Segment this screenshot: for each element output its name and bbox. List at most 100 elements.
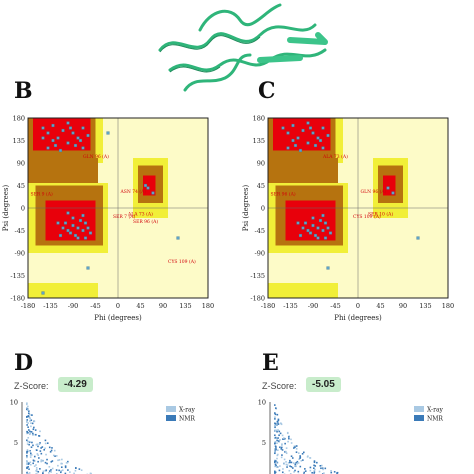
z-point-d-57 — [37, 460, 39, 463]
residue-point-c-33 — [316, 236, 320, 240]
z-point-d-417 — [26, 466, 28, 469]
z-point-e-357 — [283, 458, 286, 461]
residue-point-b-5 — [66, 121, 70, 125]
z-point-e-71 — [277, 449, 279, 452]
z-point-e-65 — [296, 460, 299, 463]
z-point-d-298 — [30, 431, 33, 433]
z-point-d-163 — [28, 462, 30, 465]
z-point-d-9 — [40, 447, 42, 449]
z-point-d-342 — [46, 458, 48, 461]
z-point-d-147 — [27, 466, 29, 468]
z-point-d-160 — [33, 426, 35, 429]
residue-point-c-1 — [286, 131, 290, 135]
z-point-d-366 — [69, 471, 71, 473]
region-generous-bottom-b — [28, 283, 98, 298]
z-point-e-96 — [280, 456, 283, 459]
z-point-e-295 — [323, 472, 325, 474]
z-point-e-202 — [286, 464, 289, 466]
z-point-e-392 — [324, 467, 327, 470]
residue-point-b-27 — [68, 231, 73, 235]
z-point-d-327 — [60, 466, 63, 469]
z-point-e-291 — [291, 467, 294, 469]
z-point-e-333 — [285, 450, 287, 453]
z-point-d-403 — [50, 461, 53, 463]
residue-point-c-28 — [318, 218, 323, 223]
residue-point-b-4 — [61, 128, 65, 133]
plot-frame-b — [27, 117, 209, 299]
x-tick-label-b-4: 0 — [116, 302, 120, 310]
z-point-e-163 — [293, 445, 296, 448]
z-point-e-281 — [282, 468, 284, 470]
residue-point-b-22 — [66, 228, 70, 233]
z-point-d-367 — [35, 444, 38, 446]
z-point-d-360 — [27, 467, 30, 469]
z-point-e-119 — [281, 443, 283, 445]
z-point-d-53 — [26, 408, 28, 411]
residue-point-b-25 — [81, 228, 85, 233]
z-point-e-223 — [284, 437, 286, 440]
residue-point-c-3 — [296, 136, 300, 140]
z-point-d-383 — [45, 453, 47, 456]
region-core-beta-b — [33, 118, 91, 151]
y-tick-label-c-5: -45 — [255, 227, 265, 235]
z-point-d-415 — [27, 412, 30, 415]
z-point-d-344 — [36, 449, 38, 451]
x-tick-label-c-3: -45 — [330, 302, 340, 310]
x-tick-label-b-8: 180 — [202, 302, 214, 310]
z-point-e-276 — [291, 457, 294, 459]
z-point-e-234 — [276, 439, 278, 442]
z-point-e-172 — [278, 430, 281, 433]
z-point-d-390 — [42, 470, 45, 473]
z-point-d-22 — [30, 419, 33, 422]
residue-annotation-b-0: GLN 96 (A) — [83, 153, 109, 160]
x-tick-label-c-0: -180 — [261, 302, 276, 310]
z-point-e-117 — [301, 453, 304, 455]
z-point-e-17 — [287, 462, 290, 464]
z-point-d-149 — [61, 469, 64, 472]
y-tick-label-c-4: 0 — [261, 205, 265, 213]
z-point-d-325 — [28, 413, 31, 416]
z-point-d-300 — [49, 451, 52, 453]
z-point-e-363 — [286, 432, 289, 435]
legend-swatch-d-1 — [166, 415, 176, 421]
residue-point-c-29 — [326, 226, 330, 230]
z-point-e-408 — [278, 434, 280, 437]
z-point-e-232 — [290, 438, 292, 441]
z-point-d-173 — [26, 432, 28, 435]
residue-point-b-10 — [46, 146, 50, 150]
z-point-d-202 — [28, 416, 31, 419]
residue-annotation-c-4: SER 10 (A) — [368, 211, 393, 218]
legend-label-d-1: NMR — [179, 416, 195, 423]
residue-point-c-26 — [308, 231, 313, 235]
z-point-d-101 — [50, 469, 52, 471]
z-point-d-190 — [26, 472, 28, 474]
z-point-e-273 — [274, 434, 276, 437]
z-point-e-240 — [276, 442, 278, 445]
y-tick-label-b-2: 90 — [17, 160, 25, 168]
z-point-e-49 — [285, 452, 288, 455]
z-point-d-333 — [27, 426, 29, 428]
z-point-d-221 — [27, 422, 29, 424]
z-point-d-369 — [26, 443, 29, 445]
z-point-d-334 — [80, 469, 83, 472]
z-point-d-134 — [32, 462, 35, 465]
residue-point-c-24 — [321, 228, 325, 233]
residue-point-b-41 — [143, 183, 148, 188]
z-point-e-131 — [277, 423, 280, 425]
y-tick-label-b-0: 180 — [13, 115, 25, 123]
y-tick-label-b-5: -45 — [15, 227, 25, 235]
z-point-d-72 — [39, 430, 41, 433]
z-point-d-68 — [40, 460, 42, 463]
z-point-e-300 — [313, 469, 316, 472]
residue-point-b-19 — [78, 138, 83, 143]
zscore-value-d: -4.29 — [58, 377, 93, 392]
z-point-e-351 — [276, 420, 279, 423]
residue-point-b-12 — [58, 148, 63, 153]
z-point-d-35 — [32, 434, 34, 436]
z-point-e-54 — [313, 461, 316, 464]
z-point-d-234 — [31, 414, 33, 416]
legend-swatch-d-0 — [166, 406, 176, 412]
residue-point-c-19 — [296, 221, 300, 225]
z-point-e-231 — [280, 446, 283, 449]
z-point-e-35 — [290, 442, 293, 444]
